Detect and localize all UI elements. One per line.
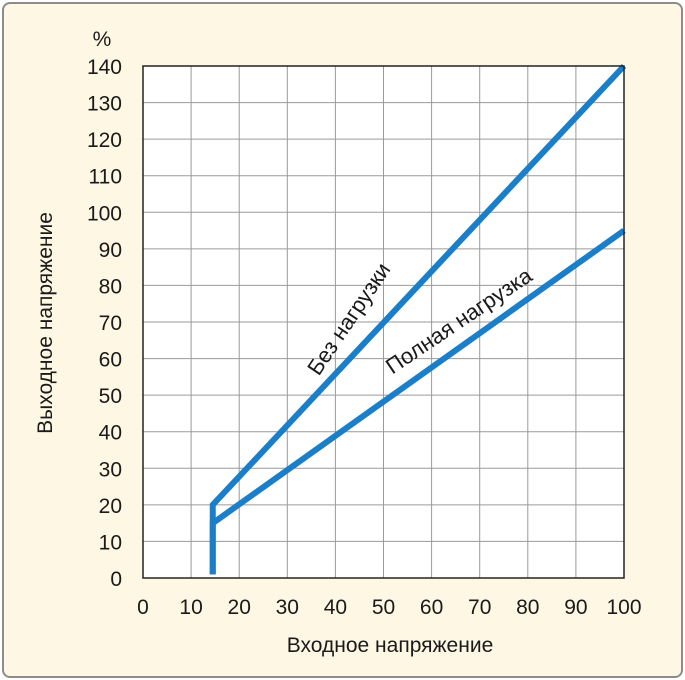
y-tick-label: 130 bbox=[87, 93, 122, 116]
y-tick-label: 90 bbox=[99, 239, 122, 262]
series-line-1 bbox=[209, 228, 626, 575]
x-tick-label: 30 bbox=[276, 596, 299, 619]
y-tick-label: 120 bbox=[87, 129, 122, 152]
x-tick-label: 90 bbox=[564, 596, 587, 619]
y-tick-label: 100 bbox=[87, 202, 122, 225]
x-tick-label: 100 bbox=[606, 596, 641, 619]
x-tick-label: 60 bbox=[420, 596, 443, 619]
x-tick-label: 50 bbox=[372, 596, 395, 619]
x-tick-label: 10 bbox=[179, 596, 202, 619]
y-tick-label: 30 bbox=[99, 458, 122, 481]
plot-border bbox=[142, 65, 625, 579]
y-tick-label: 40 bbox=[99, 422, 122, 445]
x-tick-label: 80 bbox=[516, 596, 539, 619]
x-tick-label: 40 bbox=[324, 596, 347, 619]
x-tick-label: 70 bbox=[468, 596, 491, 619]
x-tick-label: 0 bbox=[137, 596, 149, 619]
y-tick-label: 70 bbox=[99, 312, 122, 335]
y-tick-label: 140 bbox=[87, 56, 122, 79]
x-tick-labels: 0 10 20 30 40 50 60 70 80 90 100 bbox=[137, 596, 641, 619]
y-tick-label: 80 bbox=[99, 275, 122, 298]
y-axis-label: Выходное напряжение bbox=[34, 212, 57, 434]
y-tick-label: 20 bbox=[99, 495, 122, 518]
y-unit-label: % bbox=[93, 28, 112, 51]
y-tick-label: 10 bbox=[99, 531, 122, 554]
x-tick-label: 20 bbox=[228, 596, 251, 619]
y-tick-label: 60 bbox=[99, 349, 122, 372]
series-lines bbox=[209, 63, 627, 575]
y-tick-labels: 0 10 20 30 40 50 60 70 80 90 100 110 120 130 140 bbox=[87, 56, 122, 591]
x-axis-label: Входное напряжение bbox=[287, 634, 494, 657]
y-tick-label: 110 bbox=[89, 166, 122, 189]
y-tick-label: 50 bbox=[99, 385, 122, 408]
y-tick-label: 0 bbox=[110, 568, 122, 591]
